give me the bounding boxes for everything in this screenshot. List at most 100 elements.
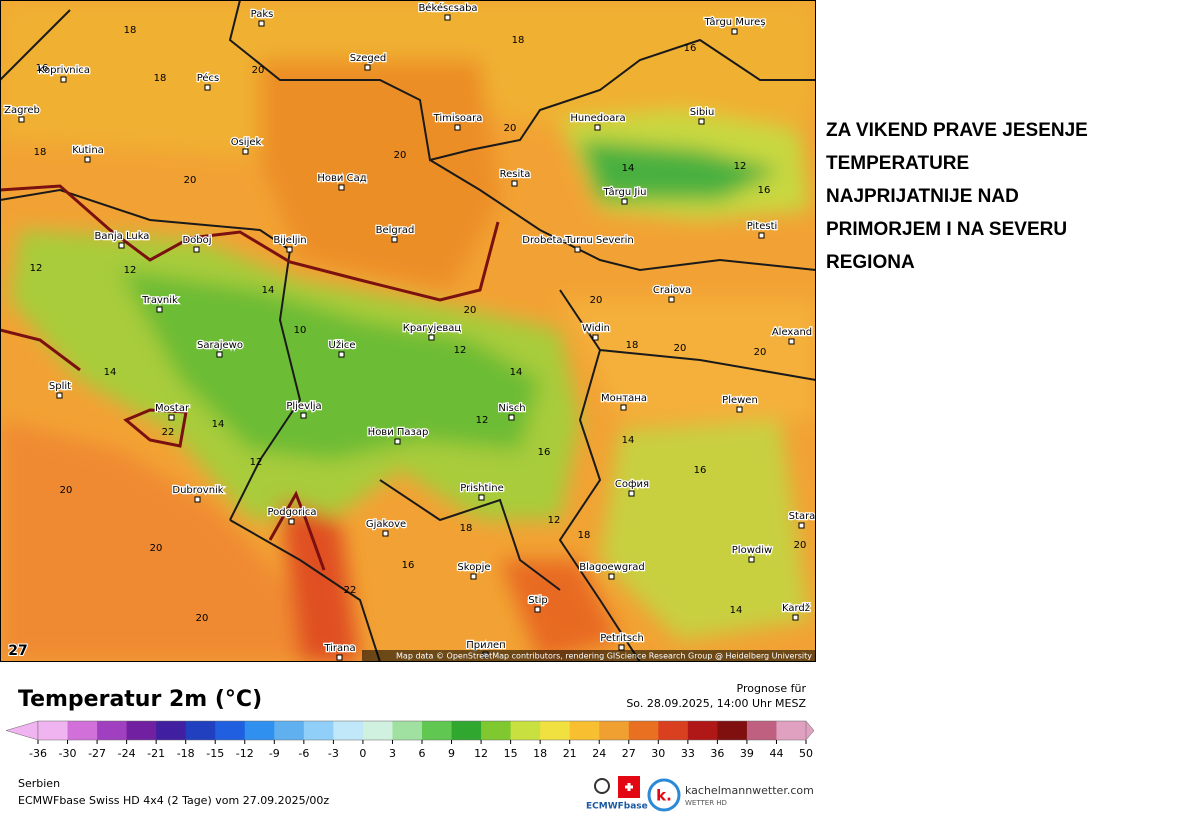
colorbar-segment [510, 721, 541, 740]
colorbar: -36 -30 -27 -24 -21 -18 -15 -12 -9 -6 -3 0 3 6 9 12 15 18… [5, 720, 815, 760]
city-label: Podgorica [267, 507, 316, 518]
colorbar-segment [67, 721, 98, 740]
colorbar-tick-label: -30 [59, 747, 77, 760]
headline: ZA VIKEND PRAVE JESENJE TEMPERATURE NAJPRI… [826, 120, 1088, 273]
colorbar-tick-label: 50 [799, 747, 813, 760]
city-marker [18, 116, 25, 123]
city-marker [60, 76, 67, 83]
colorbar-tick-label: 21 [563, 747, 577, 760]
temperature-label: 20 [150, 543, 163, 554]
forecast-label: Prognose für [737, 682, 807, 695]
headline-line: REGIONA [826, 252, 915, 273]
colorbar-segment [333, 721, 364, 740]
city-marker [286, 246, 293, 253]
temperature-label: 18 [154, 73, 167, 84]
city-label: Szeged [350, 53, 387, 64]
temperature-label: 20 [464, 305, 477, 316]
temperature-label: 20 [590, 295, 603, 306]
city-label: Békéscsaba [418, 2, 477, 14]
city-marker [748, 556, 755, 563]
city-label: Stara [789, 511, 816, 522]
map: Paks Békéscsaba Târgu Mureș Koprivnica Pécs S… [0, 0, 816, 662]
city-marker [788, 338, 795, 345]
city-label: Kardž [782, 602, 810, 614]
colorbar-tick-label: 6 [419, 747, 426, 760]
colorbar-tick-label: 39 [740, 747, 754, 760]
city-marker [336, 654, 343, 661]
city-marker [478, 494, 485, 501]
city-label: Craiova [653, 285, 691, 296]
colorbar-tick-label: -3 [328, 747, 339, 760]
city-label: Plewen [722, 395, 758, 406]
colorbar-tick-label: 30 [651, 747, 665, 760]
city-label: Osijek [231, 137, 262, 148]
city-marker [288, 518, 295, 525]
temperature-label: 12 [250, 457, 263, 468]
city-label: София [615, 479, 649, 490]
headline-line: NAJPRIJATNIJE NAD [826, 186, 1019, 207]
colorbar-segment [687, 721, 718, 740]
temperature-label: 20 [252, 65, 265, 76]
city-marker [194, 496, 201, 503]
city-label: Skopje [457, 562, 490, 573]
colorbar-segment [215, 721, 246, 740]
temperature-label: 20 [504, 123, 517, 134]
colorbar-end [5, 720, 39, 741]
city-marker [338, 351, 345, 358]
city-label: Pljevlja [286, 401, 321, 412]
colorbar-tick-label: -27 [88, 747, 106, 760]
temperature-label: 14 [622, 163, 635, 174]
colorbar-segment [392, 721, 423, 740]
colorbar-tick-label: 0 [359, 747, 366, 760]
colorbar-end [805, 720, 815, 741]
city-label: Нови Пазар [368, 427, 429, 438]
city-marker [394, 438, 401, 445]
city-marker [428, 334, 435, 341]
city-label: Drobeta-Turnu Severin [522, 235, 633, 246]
city-marker [216, 351, 223, 358]
city-label: Petritsch [600, 633, 644, 644]
city-marker [193, 246, 200, 253]
colorbar-tick-label: 12 [474, 747, 488, 760]
city-label: Tirana [323, 643, 355, 654]
city-marker [84, 156, 91, 163]
city-label: Bijeljin [273, 235, 306, 246]
city-label: Dubrovnik [172, 485, 223, 496]
colorbar-segment [303, 721, 334, 740]
colorbar-tick-label: 9 [448, 747, 455, 760]
colorbar-tick-label: 3 [389, 747, 396, 760]
colorbar-segment [126, 721, 157, 740]
city-label: Прилеп [466, 640, 505, 651]
temperature-label: 18 [578, 530, 591, 541]
temperature-label: 20 [184, 175, 197, 186]
city-label: Plowdiw [732, 545, 772, 556]
city-marker [798, 522, 805, 529]
city-marker [56, 392, 63, 399]
city-marker [620, 404, 627, 411]
temperature-label: 14 [622, 435, 635, 446]
city-marker [511, 180, 518, 187]
city-label: Alexand [772, 327, 812, 338]
headline-line: ZA VIKEND PRAVE JESENJE [826, 120, 1088, 141]
colorbar-segment [156, 721, 187, 740]
colorbar-tick-label: -18 [177, 747, 195, 760]
city-marker [594, 124, 601, 131]
temperature-label: 16 [538, 447, 551, 458]
city-marker [731, 28, 738, 35]
temperature-label: 16 [694, 465, 707, 476]
site-name: kachelmannwetter.com [685, 784, 814, 797]
colorbar-tick-label: -9 [269, 747, 280, 760]
city-marker [792, 614, 799, 621]
temperature-label: 12 [476, 415, 489, 426]
temperature-label: 12 [30, 263, 43, 274]
city-marker [736, 406, 743, 413]
city-marker [628, 490, 635, 497]
city-marker [300, 412, 307, 419]
city-label: Kutina [72, 145, 104, 156]
temperature-label: 20 [674, 343, 687, 354]
city-marker [508, 414, 515, 421]
city-marker [758, 232, 765, 239]
forecast-time: So. 28.09.2025, 14:00 Uhr MESZ [626, 697, 806, 710]
city-marker [242, 148, 249, 155]
city-label: Sibiu [690, 107, 715, 118]
